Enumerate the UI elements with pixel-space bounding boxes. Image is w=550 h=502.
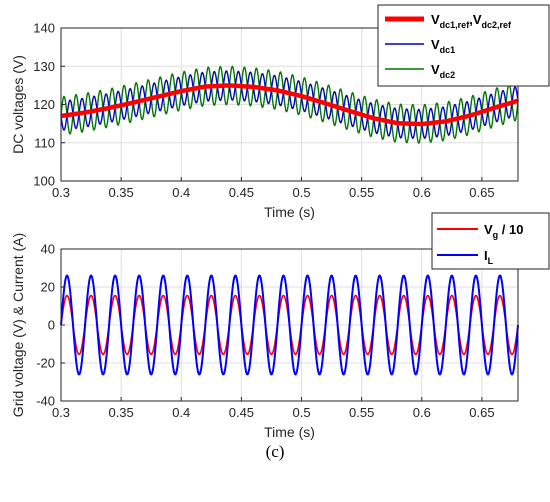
y-tick-label: 110 [34, 135, 55, 150]
top-y-ticks: 100 110 120 130 140 [33, 21, 65, 189]
x-tick-label: 0.5 [292, 185, 310, 200]
top-x-ticks: 0.3 0.35 0.4 0.45 0.5 0.55 0.6 0.65 [52, 177, 495, 200]
x-tick-label: 0.3 [52, 185, 70, 200]
x-tick-label: 0.55 [349, 185, 374, 200]
bottom-y-ticks: -40 -20 0 20 40 [36, 242, 65, 409]
top-x-axis-label: Time (s) [264, 204, 315, 220]
x-tick-label: 0.45 [229, 185, 254, 200]
grid-voltage-current-chart: 0.3 0.35 0.4 0.45 0.5 0.55 0.6 0.65 -40 -20 0 20 40… [10, 212, 550, 440]
x-tick-label: 0.6 [413, 405, 431, 420]
y-tick-label: 120 [33, 97, 55, 112]
top-legend: Vdc1,ref,Vdc2,ref Vdc1 Vdc2 [377, 4, 550, 87]
series-line-vdc-ref [59, 83, 520, 127]
legend-label-vdc-ref: Vdc1,ref,Vdc2,ref [431, 12, 512, 30]
bottom-y-axis-label: Grid voltage (V) & Current (A) [10, 233, 26, 417]
x-tick-label: 0.3 [52, 405, 70, 420]
y-tick-label: -40 [36, 394, 55, 409]
x-tick-label: 0.5 [292, 405, 310, 420]
x-tick-label: 0.65 [469, 405, 494, 420]
legend-label-vg: Vg / 10 [484, 222, 523, 240]
x-tick-label: 0.6 [413, 185, 431, 200]
y-tick-label: -20 [36, 356, 55, 371]
bottom-series [60, 274, 519, 376]
x-tick-label: 0.35 [108, 405, 133, 420]
y-tick-label: 100 [33, 174, 55, 189]
series-line-il [60, 274, 519, 376]
x-tick-label: 0.65 [469, 185, 494, 200]
bottom-legend: Vg / 10 IL [431, 212, 550, 270]
bottom-x-ticks: 0.3 0.35 0.4 0.45 0.5 0.55 0.6 0.65 [52, 397, 495, 420]
top-series [59, 65, 520, 144]
dc-voltages-chart: 0.3 0.35 0.4 0.45 0.5 0.55 0.6 0.65 100 110 120 13… [10, 4, 550, 220]
y-tick-label: 130 [33, 59, 55, 74]
figure-caption: (c) [266, 442, 285, 461]
bottom-x-axis-label: Time (s) [264, 424, 315, 440]
x-tick-label: 0.4 [172, 185, 190, 200]
bottom-legend-box [431, 212, 550, 270]
legend-label-vdc1: Vdc1 [431, 37, 455, 55]
y-tick-label: 20 [41, 280, 55, 295]
top-y-axis-label: DC voltages (V) [10, 55, 26, 154]
x-tick-label: 0.4 [172, 405, 190, 420]
x-tick-label: 0.45 [229, 405, 254, 420]
x-tick-label: 0.35 [108, 185, 133, 200]
x-tick-label: 0.55 [349, 405, 374, 420]
y-tick-label: 140 [33, 21, 55, 36]
legend-label-vdc2: Vdc2 [431, 62, 455, 80]
y-tick-label: 0 [48, 318, 55, 333]
y-tick-label: 40 [41, 242, 55, 257]
legend-label-il: IL [484, 248, 494, 266]
